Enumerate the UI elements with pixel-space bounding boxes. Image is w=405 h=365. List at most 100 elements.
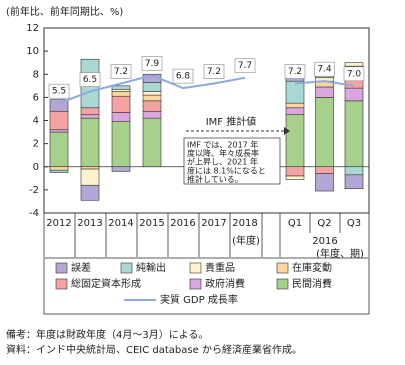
legend-swatch [55, 262, 68, 274]
legend-label: 誤差 [71, 261, 91, 274]
x-unit-annual: (年度) [232, 234, 260, 247]
x-tick-label: 2014 [108, 218, 133, 229]
bar-segment [142, 100, 162, 112]
value-label-box [343, 66, 365, 82]
y-tick-label: -2 [29, 185, 39, 196]
legend-label: 在庫変動 [292, 261, 332, 274]
bar-segment [285, 102, 305, 109]
bar-segment [49, 99, 69, 112]
value-label: 6.8 [176, 72, 191, 82]
value-label-box [172, 68, 194, 84]
legend-swatch [189, 262, 202, 274]
bar-segment [80, 107, 100, 116]
value-label-box [79, 72, 101, 87]
bar-segment [315, 173, 334, 192]
bar-segment [80, 166, 100, 170]
legend-label: 政府消費 [205, 277, 245, 290]
bar-segment [49, 166, 69, 171]
legend-label: 純輸出 [136, 261, 166, 274]
x-group-label: 2016 [312, 236, 337, 247]
bar-segment [285, 80, 305, 104]
legend-swatch [120, 262, 133, 274]
bar-segment [344, 100, 364, 168]
bar-segment [111, 166, 131, 172]
bar-segment [49, 129, 69, 133]
x-tick-label: Q2 [317, 218, 331, 229]
x-tick-label: 2017 [201, 218, 226, 229]
bar-segment [80, 114, 100, 119]
annotation-text: 推計している。 [187, 174, 243, 184]
annotation-box [183, 137, 281, 185]
annotation-text: 度以降、年々成長率 [187, 148, 259, 158]
x-tick-label: Q1 [288, 218, 302, 229]
bar-segment [80, 184, 100, 201]
legend-label: 総固定資本形成 [71, 277, 141, 290]
value-label-box [141, 56, 163, 71]
legend-box [43, 257, 370, 315]
annotation-text: が上昇し、2021 年 [187, 157, 258, 167]
value-label-box [48, 83, 70, 99]
bar-segment [344, 62, 364, 67]
value-label: 7.2 [114, 67, 128, 77]
value-label: 6.5 [83, 75, 97, 85]
value-label-box [314, 61, 335, 77]
note: 備考：年度は財政年度（4月～3月）による。 [6, 328, 208, 341]
annotation-text: 度には 8.1%になると [187, 165, 266, 175]
bar-segment [111, 121, 131, 168]
value-label: 7.4 [317, 65, 332, 75]
bar-segment [142, 110, 162, 119]
arrow-head [284, 127, 290, 135]
value-label: 7.2 [207, 67, 221, 77]
legend-swatch [276, 278, 289, 290]
x-tick-label: 2015 [139, 218, 164, 229]
y-tick-label: 12 [26, 23, 39, 34]
legend-swatch [55, 278, 68, 290]
bar-segment [315, 166, 334, 174]
y-tick-label: 2 [33, 139, 39, 150]
bar-segment [49, 131, 69, 168]
value-label-box [110, 64, 132, 79]
x-tick-label: Q3 [347, 218, 361, 229]
value-label: 7.2 [288, 67, 302, 77]
bar-segment [49, 169, 69, 173]
annotation-text: IMF では、2017 年 [187, 140, 258, 150]
bar-segment [344, 87, 364, 102]
bar-segment [315, 86, 334, 98]
x-tick-label: 2012 [46, 218, 71, 229]
bar-segment [111, 95, 131, 113]
line-series [58, 74, 246, 105]
y-tick-label: 8 [33, 69, 39, 80]
y-tick-label: 6 [33, 92, 39, 103]
annotation-label: IMF 推計値 [206, 115, 257, 128]
y-tick-label: 10 [26, 46, 39, 57]
value-label-box [234, 58, 256, 74]
legend-label: 実質 GDP 成長率 [160, 293, 238, 306]
x-tick-label: 2016 [170, 218, 195, 229]
value-label-box [284, 64, 306, 79]
legend-label: 貴重品 [205, 261, 235, 274]
bar-segment [285, 175, 305, 180]
annotation-label-bg [200, 115, 262, 128]
bar-segment [142, 91, 162, 96]
bar-segment [285, 166, 305, 177]
bar-segment [285, 107, 305, 116]
bar-segment [285, 114, 305, 168]
y-tick-label: 4 [33, 116, 39, 127]
legend-label: 民間消費 [292, 277, 332, 290]
value-label: 7.9 [145, 59, 160, 69]
bar-segment [344, 166, 364, 176]
value-label: 5.5 [52, 87, 66, 97]
y-tick-label: -4 [29, 208, 39, 219]
bar-segment [49, 110, 69, 131]
x-tick-label: 2013 [77, 218, 102, 229]
legend-swatch [189, 278, 202, 290]
bar-segment [142, 117, 162, 168]
y-tick-label: 0 [33, 162, 39, 173]
note: 資料：インド中央統計局、CEIC database から経済産業省作成。 [6, 343, 302, 356]
bar-segment [142, 94, 162, 102]
line-series [294, 80, 355, 87]
bar-segment [111, 112, 131, 122]
bar-segment [80, 117, 100, 168]
legend-swatch [276, 262, 289, 274]
